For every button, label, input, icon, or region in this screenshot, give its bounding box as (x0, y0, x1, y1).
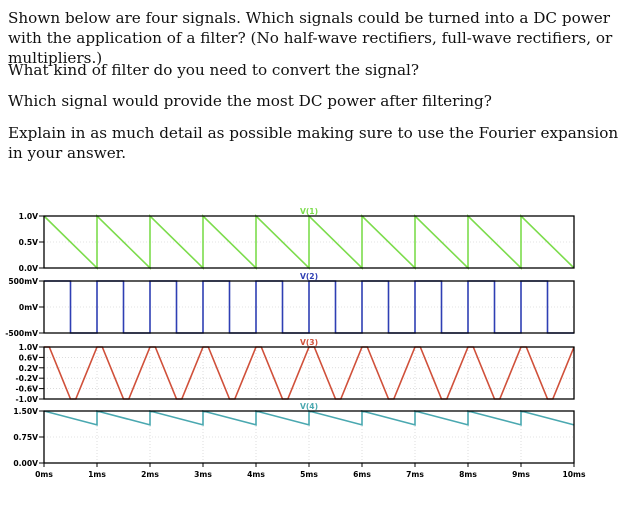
x-tick-label: 10ms (562, 470, 585, 479)
x-tick-label: 1ms (88, 470, 106, 479)
trace-v4 (43, 409, 575, 426)
panel-frame (43, 346, 575, 400)
x-tick-label: 2ms (141, 470, 159, 479)
y-tick-label: 1.50V (13, 407, 38, 416)
y-tick-label: 0.0V (19, 264, 38, 273)
question-paragraph-1: Shown below are four signals. Which sign… (8, 9, 613, 67)
question-paragraph-4: Explain in as much detail as possible ma… (8, 124, 619, 162)
y-tick-label: 0.5V (19, 238, 38, 247)
y-tick-label: -500mV (5, 329, 38, 338)
y-tick-label: -0.2V (16, 374, 39, 383)
waveform-plot: 1.0V0.5V0.0VV(1)500mV0mV-500mVV(2)1.0V0.… (5, 207, 586, 479)
y-tick-label: 0.00V (13, 459, 38, 468)
x-tick-label: 3ms (194, 470, 212, 479)
y-tick-label: -1.0V (16, 395, 39, 404)
y-tick-label: 1.0V (19, 343, 38, 352)
x-tick-label: 4ms (247, 470, 265, 479)
trace-label: V(3) (300, 338, 318, 347)
y-tick-label: 0.6V (19, 353, 38, 362)
x-tick-label: 6ms (353, 470, 371, 479)
y-tick-label: -0.6V (16, 385, 39, 394)
x-tick-label: 0ms (35, 470, 53, 479)
y-tick-label: 0.75V (13, 433, 38, 442)
x-tick-label: 5ms (300, 470, 318, 479)
trace-v2 (44, 280, 574, 334)
x-tick-label: 7ms (406, 470, 424, 479)
question-paragraph-2: What kind of filter do you need to conve… (8, 61, 420, 79)
y-tick-label: 0mV (19, 303, 38, 312)
x-tick-label: 9ms (512, 470, 530, 479)
trace-v1 (43, 214, 575, 270)
y-tick-label: 500mV (8, 277, 38, 286)
trace-label: V(1) (300, 207, 318, 216)
trace-v3 (44, 346, 575, 400)
trace-label: V(2) (300, 272, 318, 281)
y-tick-label: 0.2V (19, 364, 38, 373)
x-tick-label: 8ms (459, 470, 477, 479)
trace-label: V(4) (300, 402, 318, 411)
question-paragraph-3: Which signal would provide the most DC p… (8, 92, 492, 110)
y-tick-label: 1.0V (19, 212, 38, 221)
